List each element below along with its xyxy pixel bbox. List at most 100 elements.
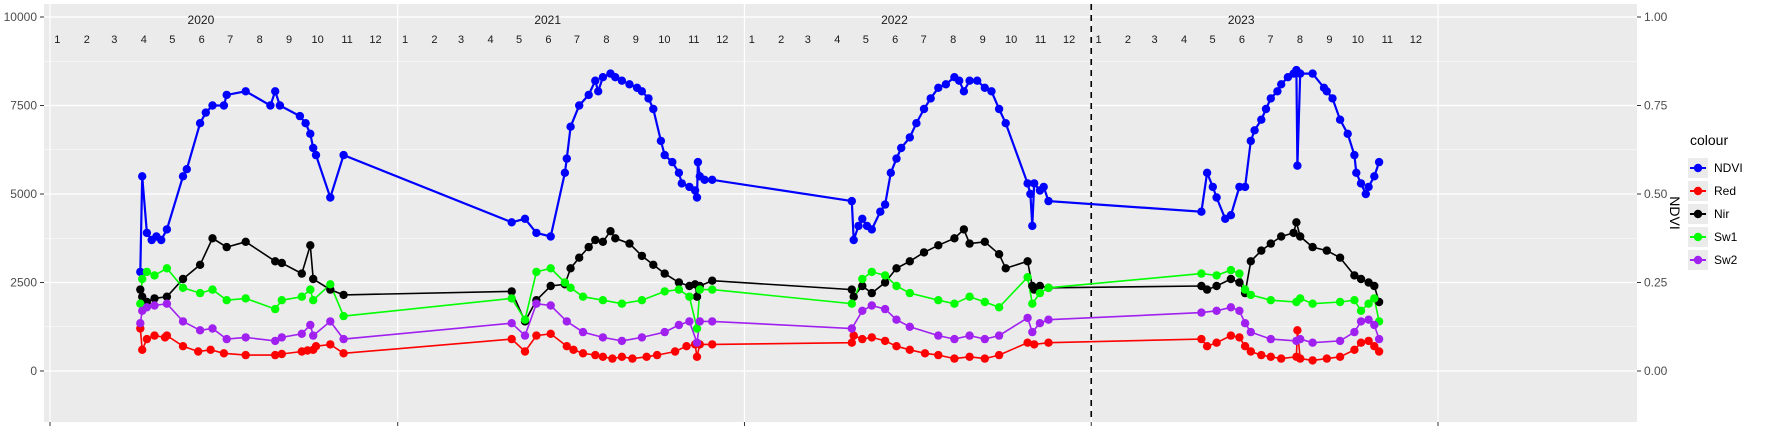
data-point-red [934,350,943,360]
data-point-red [1235,333,1244,342]
data-point-nir [980,237,989,246]
month-label: 12 [1063,34,1075,46]
data-point-sw1 [241,294,250,303]
data-point-sw1 [162,264,172,273]
data-point-sw2 [1197,308,1206,317]
data-point-ndvi [980,83,989,93]
month-label: 1 [54,34,60,46]
month-label: 2 [1125,34,1131,46]
data-point-ndvi [1246,136,1256,146]
month-label: 12 [716,34,728,46]
data-point-ndvi [847,196,856,206]
month-label: 3 [458,34,464,46]
data-point-red [892,342,901,351]
data-point-nir [950,234,959,243]
data-point-sw1 [867,267,876,277]
data-point-sw1 [695,285,704,294]
data-point-nir [847,285,856,294]
month-label: 10 [1352,34,1364,46]
data-point-ndvi [656,136,666,146]
data-point-red [920,349,930,358]
data-point-sw2 [905,322,914,331]
data-point-red [692,352,702,361]
data-point-ndvi [1308,69,1317,78]
data-point-nir [297,269,306,278]
data-point-ndvi [311,150,321,160]
year-label: 2022 [881,13,908,27]
data-point-ndvi [295,111,305,121]
month-label: 10 [658,34,670,46]
data-point-nir [867,288,876,298]
data-point-ndvi [700,175,709,184]
data-point-ndvi [965,76,974,85]
month-label: 8 [950,34,956,46]
data-point-sw1 [1035,288,1045,298]
year-label: 2023 [1228,13,1255,27]
data-point-red [194,347,203,356]
year-label: 2020 [188,13,215,27]
data-point-sw1 [1240,285,1250,294]
left-axis-tick-label: 10000 [4,10,38,24]
data-point-ndvi [994,104,1004,114]
data-point-nir [1296,232,1305,241]
data-point-nir [1308,242,1317,252]
data-point-nir [649,260,658,269]
data-point-ndvi [1343,129,1352,138]
data-point-sw2 [309,331,318,340]
data-point-sw1 [685,292,694,301]
data-point-nir [136,285,145,294]
data-point-sw1 [208,285,217,294]
data-point-sw2 [685,317,694,326]
month-label: 2 [431,34,437,46]
data-point-ndvi [575,101,584,110]
year-labels: 2020 2021 2022 2023 [188,13,1255,27]
left-axis-tick-label: 0 [30,364,37,378]
data-point-sw1 [692,324,702,333]
data-point-ndvi [138,172,147,181]
legend-title: colour [1690,132,1728,148]
data-point-sw2 [847,324,856,333]
data-point-red [1197,334,1206,344]
data-point-red [858,334,867,344]
legend-key-point [1693,255,1703,265]
data-point-sw1 [1235,269,1244,278]
data-point-sw2 [306,320,315,330]
data-point-nir [919,248,929,257]
data-point-ndvi [905,133,914,142]
month-label: 2 [84,34,90,46]
data-point-sw2 [1370,320,1379,330]
month-label: 6 [892,34,898,46]
data-point-sw2 [277,333,286,342]
data-point-ndvi [532,228,541,238]
month-label: 9 [1326,34,1332,46]
month-label: 5 [516,34,522,46]
data-point-red [980,354,989,363]
data-point-ndvi [677,179,686,188]
data-point-nir [162,292,172,301]
data-point-sw2 [892,315,901,324]
data-point-ndvi [1023,179,1032,188]
data-point-nir [271,257,280,266]
data-point-red [277,349,286,359]
month-label: 7 [574,34,580,46]
data-point-sw1 [566,283,575,292]
data-point-red [1350,345,1359,354]
data-point-sw2 [326,317,335,326]
data-point-sw1 [708,285,717,294]
data-point-sw2 [150,301,159,310]
data-point-nir [892,264,901,273]
data-point-sw2 [1364,315,1373,324]
data-point-sw2 [1226,303,1236,312]
data-point-ndvi [1273,87,1282,96]
data-point-red [1374,347,1384,356]
legend: colour NDVI Red Nir Sw1 Sw2 [1688,132,1743,270]
month-labels: 1 2 3 4 5 6 7 8 9 10 11 12 1 2 3 4 5 6 7 8 9 10 11 12 1 2 3 4 5 6 7 8 9 1… [54,34,1422,46]
data-point-sw2 [994,331,1004,340]
data-point-red [1226,331,1236,340]
data-point-red [1044,338,1053,347]
left-axis-tick-label: 2500 [10,276,37,290]
data-point-ndvi [162,225,172,234]
data-point-nir [1202,285,1212,294]
data-point-red [1356,338,1366,347]
data-point-sw2 [532,299,541,308]
